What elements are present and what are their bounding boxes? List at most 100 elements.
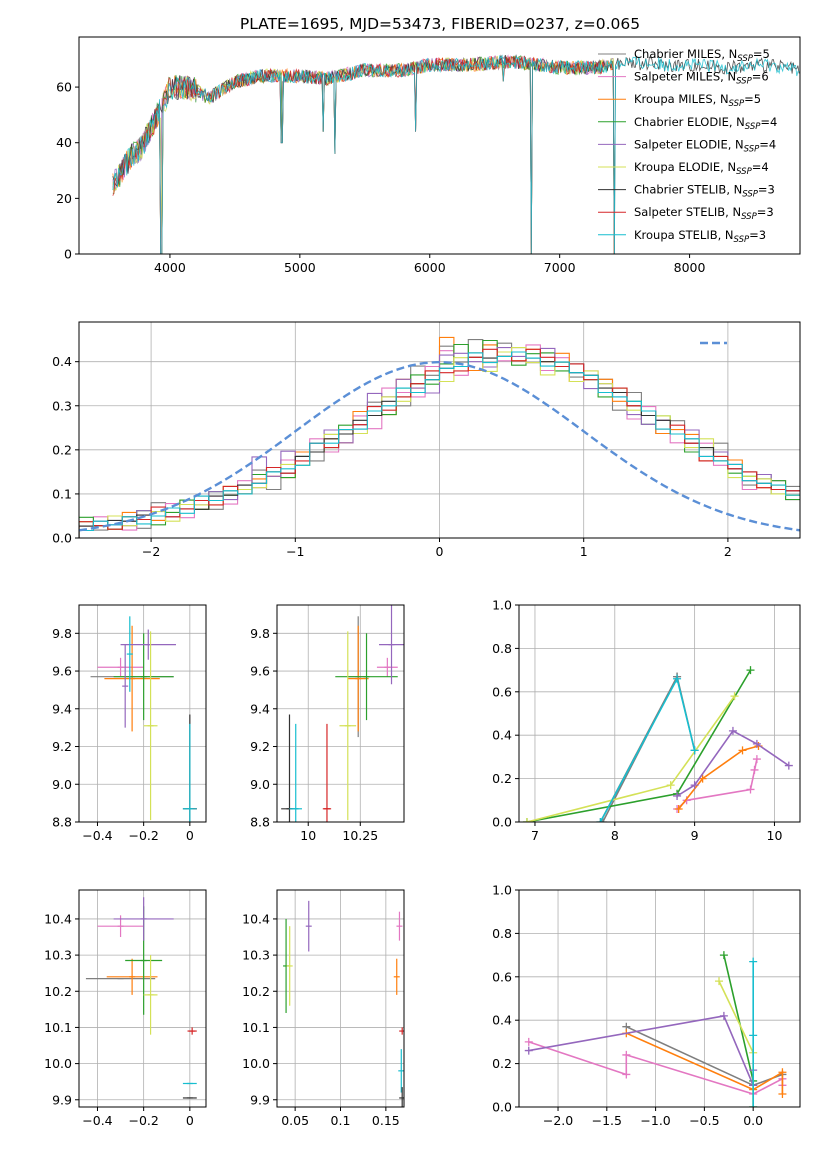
plot-area bbox=[524, 951, 787, 1107]
x-tick-label: −0.2 bbox=[128, 828, 158, 843]
y-tick-label: 9.4 bbox=[250, 701, 270, 716]
x-tick-label: 2 bbox=[724, 544, 732, 559]
weight-marker-se bbox=[673, 791, 682, 800]
plot-area bbox=[283, 900, 404, 1107]
spectrum-line-ks bbox=[112, 54, 800, 254]
grid-lines bbox=[277, 605, 404, 823]
y-tick-label: 9.6 bbox=[250, 664, 270, 679]
legend-subscript: SSP bbox=[742, 190, 758, 200]
x-tick-label: −1 bbox=[286, 544, 304, 559]
weight-marker-ce bbox=[746, 666, 755, 675]
axes-frame bbox=[78, 604, 207, 823]
y-tick-label: 0.4 bbox=[492, 728, 512, 743]
legend-count: =6 bbox=[752, 70, 769, 84]
age-vs-metallicity-panel: −0.4 −0.2 0 8.8 9.0 9.2 9.4 9.6 9.8 bbox=[52, 604, 207, 843]
y-tick-label: 10.2 bbox=[242, 984, 270, 999]
x-tick-label: 5000 bbox=[284, 260, 316, 275]
weight-marker-sm bbox=[752, 755, 761, 764]
y-tick-label: 0.2 bbox=[492, 771, 512, 786]
weight-marker-ke bbox=[522, 818, 531, 822]
mass-vs-metallicity-panel: −0.4 −0.2 0 9.9 10.0 10.1 10.2 10.3 10.4 bbox=[44, 889, 207, 1128]
gaussian-curve bbox=[79, 360, 800, 532]
x-tick-label: 0 bbox=[186, 828, 194, 843]
axes-frame bbox=[518, 889, 801, 1108]
x-tick-label: 1 bbox=[580, 544, 588, 559]
legend-text: Salpeter ELODIE, N bbox=[634, 137, 744, 151]
legend-text: Chabrier ELODIE, N bbox=[634, 115, 745, 129]
y-tick-label: 10.4 bbox=[44, 911, 72, 926]
weight-marker-ks bbox=[749, 1103, 758, 1107]
weight-marker-km bbox=[674, 804, 683, 813]
legend-count: =4 bbox=[759, 137, 776, 151]
y-tick-label: 8.8 bbox=[250, 815, 270, 830]
x-tick-label: −2 bbox=[142, 544, 160, 559]
axes-frame bbox=[276, 889, 405, 1108]
weight-marker-ks bbox=[673, 674, 682, 683]
y-tick-label: 9.8 bbox=[250, 626, 270, 641]
grid-lines bbox=[277, 890, 404, 1107]
y-tick-label: 1.0 bbox=[492, 883, 512, 898]
x-tick-label: 7000 bbox=[544, 260, 576, 275]
weight-marker-sm bbox=[746, 785, 755, 794]
legend-count: =3 bbox=[749, 228, 766, 242]
y-tick-label: 1.0 bbox=[492, 598, 512, 613]
y-tick-label: 0.6 bbox=[492, 684, 512, 699]
legend-subscript: SSP bbox=[745, 122, 761, 132]
x-tick-label: 10.25 bbox=[342, 828, 378, 843]
plot-area bbox=[85, 897, 197, 1099]
x-tick-label: 0.1 bbox=[331, 1113, 351, 1128]
x-tick-label: 4000 bbox=[154, 260, 186, 275]
legend-label-ke: Kroupa ELODIE, NSSP=4 bbox=[634, 160, 769, 177]
plot-area bbox=[79, 336, 800, 538]
legend-label-cm: Chabrier MILES, NSSP=5 bbox=[634, 47, 770, 64]
y-tick-label: 10.0 bbox=[242, 1056, 270, 1071]
y-tick-label: 9.8 bbox=[52, 626, 72, 641]
legend-subscript: SSP bbox=[734, 235, 750, 245]
y-tick-label: 10.4 bbox=[242, 911, 270, 926]
y-tick-label: 10.1 bbox=[242, 1020, 270, 1035]
grid-lines bbox=[79, 890, 206, 1107]
plot-area bbox=[90, 616, 197, 822]
weight-marker-ke bbox=[730, 692, 739, 701]
x-tick-label: −0.5 bbox=[689, 1113, 719, 1128]
y-tick-label: 10.3 bbox=[44, 948, 72, 963]
weight-line-km bbox=[678, 745, 759, 810]
y-tick-label: 0 bbox=[64, 247, 72, 262]
y-tick-label: 0.0 bbox=[492, 815, 512, 830]
x-tick-label: 0 bbox=[186, 1113, 194, 1128]
weight-vs-metallicity-panel: −2.0 −1.5 −1.0 −0.5 0.0 0.0 0.2 0.4 0.6 0.8 1.0 bbox=[492, 883, 801, 1128]
age-vs-mass-panel: 10 10.25 8.8 9.0 9.2 9.4 9.6 9.8 bbox=[250, 604, 405, 843]
y-tick-label: 0.8 bbox=[492, 641, 512, 656]
legend-label-ce: Chabrier ELODIE, NSSP=4 bbox=[634, 115, 777, 132]
weight-line-ce bbox=[723, 954, 754, 1107]
legend-subscript: SSP bbox=[737, 54, 753, 64]
x-tick-label: −1.5 bbox=[592, 1113, 622, 1128]
grid-lines bbox=[519, 604, 800, 823]
weight-marker-km bbox=[738, 746, 747, 755]
weight-marker-se bbox=[728, 726, 737, 735]
plot-area bbox=[522, 666, 793, 822]
x-tick-label: 10 bbox=[767, 828, 783, 843]
y-tick-label: 0.8 bbox=[492, 926, 512, 941]
y-tick-label: 9.2 bbox=[52, 739, 72, 754]
legend-text: Chabrier MILES, N bbox=[634, 47, 737, 61]
x-tick-label: 0.15 bbox=[372, 1113, 400, 1128]
y-tick-label: 10.0 bbox=[44, 1056, 72, 1071]
legend-text: Kroupa ELODIE, N bbox=[634, 160, 736, 174]
y-tick-label: 8.8 bbox=[52, 815, 72, 830]
legend-count: =4 bbox=[760, 115, 777, 129]
plot-area bbox=[281, 605, 404, 822]
y-tick-label: 9.0 bbox=[250, 777, 270, 792]
legend-label-cs: Chabrier STELIB, NSSP=3 bbox=[634, 183, 775, 200]
y-tick-label: 9.9 bbox=[52, 1092, 72, 1107]
y-tick-label: 0.0 bbox=[492, 1100, 512, 1115]
y-tick-label: 0.3 bbox=[52, 398, 72, 413]
axes-frame bbox=[78, 36, 801, 255]
weight-marker-ks bbox=[749, 957, 758, 966]
weight-line-ce bbox=[526, 669, 752, 822]
y-tick-label: 9.2 bbox=[250, 739, 270, 754]
grid-lines bbox=[79, 605, 206, 823]
legend-subscript: SSP bbox=[736, 77, 752, 87]
y-tick-label: 60 bbox=[56, 80, 72, 95]
